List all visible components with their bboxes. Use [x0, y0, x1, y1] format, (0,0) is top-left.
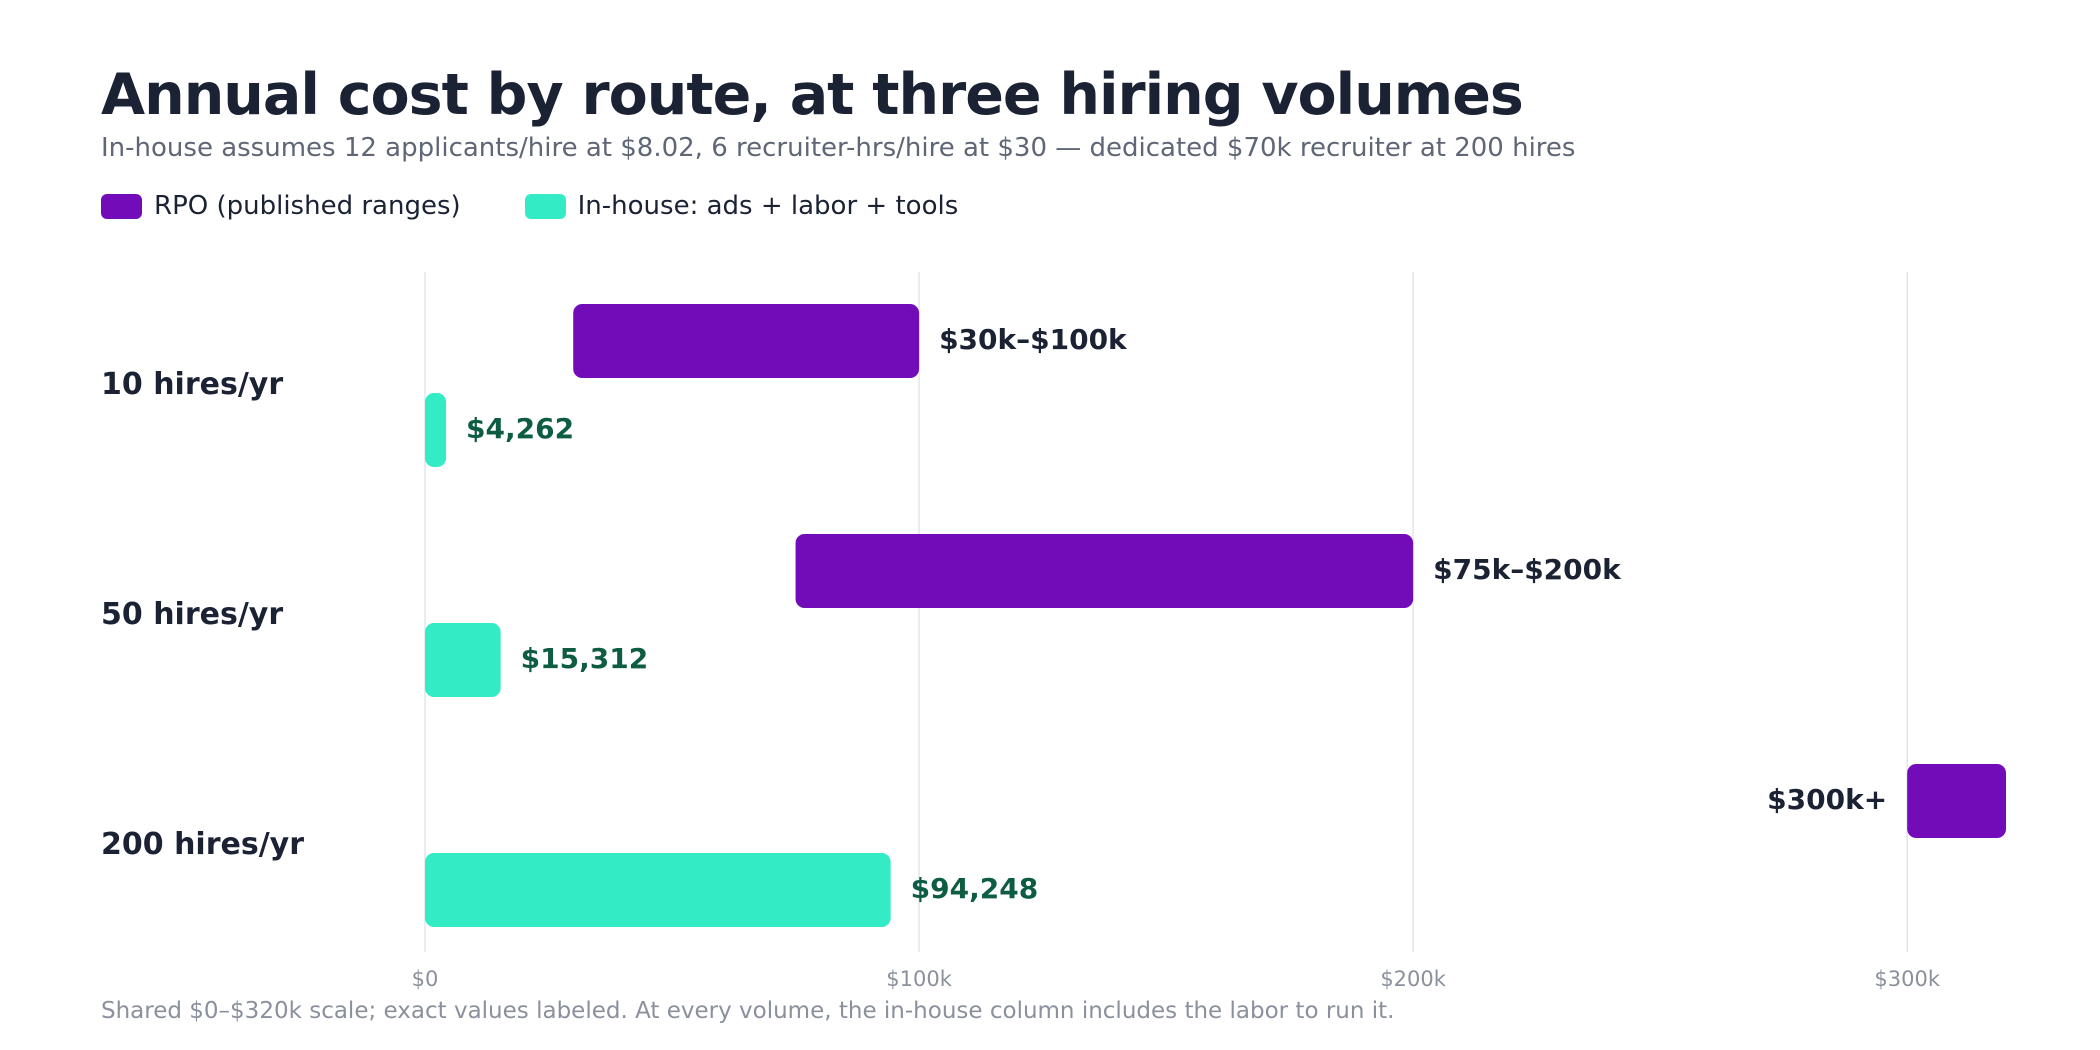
rpo-value-label: $300k+: [1767, 783, 1887, 816]
chart-footnote: Shared $0–$320k scale; exact values labe…: [101, 998, 1395, 1024]
chart-subtitle: In-house assumes 12 applicants/hire at $…: [101, 133, 1576, 163]
legend-item-in-house: In-house: ads + labor + tools: [524, 191, 959, 221]
in-house-value-label: $94,248: [911, 872, 1039, 905]
legend-label-in-house: In-house: ads + labor + tools: [577, 191, 959, 221]
legend-label-rpo: RPO (published ranges): [154, 191, 461, 221]
category-label: 10 hires/yr: [101, 367, 283, 402]
rpo-bar: [573, 304, 920, 378]
category-label: 50 hires/yr: [101, 597, 283, 632]
in-house-bar: [425, 853, 891, 927]
rpo-value-label: $75k–$200k: [1433, 553, 1622, 586]
in-house-value-label: $4,262: [466, 412, 574, 445]
in-house-bar: [425, 623, 501, 697]
legend-swatch-rpo: [101, 193, 142, 219]
x-tick-label: $0: [412, 967, 439, 991]
x-tick-label: $200k: [1380, 967, 1446, 991]
x-tick-label: $300k: [1874, 967, 1940, 991]
in-house-value-label: $15,312: [521, 642, 649, 675]
legend: RPO (published ranges) In-house: ads + l…: [101, 191, 1022, 221]
category-label: 200 hires/yr: [101, 827, 304, 862]
chart-title: Annual cost by route, at three hiring vo…: [101, 62, 1524, 128]
rpo-bar: [795, 534, 1414, 608]
x-tick-label: $100k: [886, 967, 952, 991]
legend-swatch-in-house: [524, 193, 566, 219]
in-house-bar: [425, 393, 447, 467]
rpo-value-label: $30k–$100k: [939, 323, 1128, 356]
legend-item-rpo: RPO (published ranges): [101, 191, 461, 221]
rpo-bar: [1907, 764, 2006, 838]
